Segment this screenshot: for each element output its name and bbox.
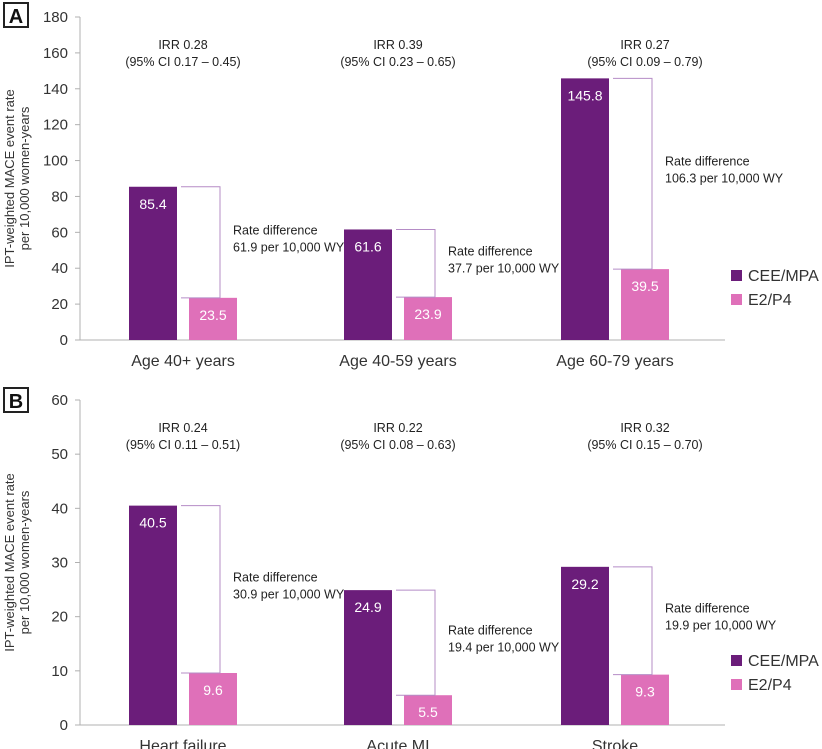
irr-ci-label: (95% CI 0.23 – 0.65) bbox=[340, 55, 455, 69]
rate-difference-label: Rate difference bbox=[448, 244, 533, 258]
data-label-e2-p4: 23.9 bbox=[414, 306, 441, 322]
data-label-cee-mpa: 24.9 bbox=[354, 599, 381, 615]
y-tick-label: 40 bbox=[51, 500, 68, 517]
x-category-label: Acute MI bbox=[366, 738, 429, 749]
bar-e2-p4 bbox=[404, 695, 452, 725]
y-tick-label: 60 bbox=[51, 392, 68, 409]
rate-difference-value: 61.9 per 10,000 WY bbox=[233, 240, 345, 254]
bar-cee-mpa bbox=[561, 566, 609, 725]
legend-swatch-cee-mpa bbox=[731, 270, 742, 281]
y-tick-label: 30 bbox=[51, 555, 68, 572]
legend-swatch-e2-p4 bbox=[731, 679, 742, 690]
y-axis-label: per 10,000 women-years bbox=[17, 106, 32, 250]
y-tick-label: 40 bbox=[51, 260, 68, 277]
bar-e2-p4 bbox=[621, 674, 669, 725]
chart-panel-a: A IPT-weighted MACE event rate per 10,000 … bbox=[2, 2, 819, 370]
rate-difference-bracket bbox=[396, 228, 436, 298]
bar-cee-mpa bbox=[344, 229, 392, 340]
rate-difference-bracket bbox=[613, 566, 653, 676]
bar-e2-p4 bbox=[404, 297, 452, 340]
x-category-label: Age 60-79 years bbox=[556, 353, 673, 370]
rate-difference-bracket bbox=[613, 77, 653, 270]
y-tick-label: 10 bbox=[51, 663, 68, 680]
rate-difference-label: Rate difference bbox=[448, 624, 533, 638]
y-tick-label: 0 bbox=[60, 332, 68, 349]
rate-difference-label: Rate difference bbox=[233, 570, 318, 584]
x-category-label: Heart failure bbox=[139, 738, 226, 749]
irr-label: IRR 0.28 bbox=[158, 38, 207, 52]
rate-difference-label: Rate difference bbox=[665, 155, 750, 169]
y-tick-label: 0 bbox=[60, 717, 68, 734]
data-label-cee-mpa: 145.8 bbox=[567, 87, 602, 103]
bar-e2-p4 bbox=[189, 297, 237, 340]
y-tick-label: 20 bbox=[51, 609, 68, 626]
y-axis-label: IPT-weighted MACE event rate bbox=[2, 473, 17, 651]
panel-label-box bbox=[3, 2, 29, 28]
y-tick-label: 60 bbox=[51, 224, 68, 241]
rate-difference-label: Rate difference bbox=[233, 223, 318, 237]
x-category-label: Age 40-59 years bbox=[339, 353, 456, 370]
x-category-label: Age 40+ years bbox=[131, 353, 235, 370]
data-label-e2-p4: 23.5 bbox=[199, 307, 226, 323]
panel-label-box bbox=[3, 387, 29, 413]
irr-label: IRR 0.39 bbox=[373, 38, 422, 52]
rate-difference-bracket bbox=[181, 505, 221, 674]
data-label-cee-mpa: 40.5 bbox=[139, 515, 166, 531]
data-label-cee-mpa: 85.4 bbox=[139, 196, 166, 212]
y-tick-label: 20 bbox=[51, 296, 68, 313]
legend-swatch-cee-mpa bbox=[731, 655, 742, 666]
legend-label-e2-p4: E2/P4 bbox=[748, 292, 792, 309]
y-tick-label: 50 bbox=[51, 446, 68, 463]
y-axis-label: per 10,000 women-years bbox=[17, 490, 32, 634]
bar-cee-mpa bbox=[129, 186, 177, 340]
rate-difference-bracket bbox=[181, 186, 221, 299]
irr-label: IRR 0.32 bbox=[620, 421, 669, 435]
bar-cee-mpa bbox=[344, 590, 392, 725]
bar-e2-p4 bbox=[189, 673, 237, 725]
data-label-cee-mpa: 29.2 bbox=[571, 576, 598, 592]
panel-label: A bbox=[9, 6, 23, 28]
irr-ci-label: (95% CI 0.08 – 0.63) bbox=[340, 438, 455, 452]
legend-label-e2-p4: E2/P4 bbox=[748, 677, 792, 694]
panel-label: B bbox=[9, 391, 23, 413]
bar-cee-mpa bbox=[561, 78, 609, 341]
y-tick-label: 160 bbox=[43, 45, 68, 62]
y-tick-label: 100 bbox=[43, 153, 68, 170]
legend-label-cee-mpa: CEE/MPA bbox=[748, 653, 819, 670]
rate-difference-label: Rate difference bbox=[665, 602, 750, 616]
y-tick-label: 80 bbox=[51, 188, 68, 205]
irr-label: IRR 0.27 bbox=[620, 38, 669, 52]
y-tick-label: 180 bbox=[43, 9, 68, 26]
data-label-e2-p4: 5.5 bbox=[418, 704, 438, 720]
rate-difference-value: 106.3 per 10,000 WY bbox=[665, 172, 784, 186]
rate-difference-value: 37.7 per 10,000 WY bbox=[448, 261, 560, 275]
y-axis-label: IPT-weighted MACE event rate bbox=[2, 89, 17, 267]
rate-difference-value: 19.9 per 10,000 WY bbox=[665, 619, 777, 633]
y-tick-label: 140 bbox=[43, 81, 68, 98]
legend-swatch-e2-p4 bbox=[731, 294, 742, 305]
data-label-e2-p4: 9.6 bbox=[203, 682, 223, 698]
bar-e2-p4 bbox=[621, 269, 669, 340]
bar-cee-mpa bbox=[129, 505, 177, 725]
rate-difference-value: 30.9 per 10,000 WY bbox=[233, 587, 345, 601]
irr-ci-label: (95% CI 0.17 – 0.45) bbox=[125, 55, 240, 69]
chart-panel-b: B IPT-weighted MACE event rate per 10,000 … bbox=[2, 387, 819, 749]
legend-label-cee-mpa: CEE/MPA bbox=[748, 268, 819, 285]
irr-label: IRR 0.22 bbox=[373, 421, 422, 435]
data-label-e2-p4: 9.3 bbox=[635, 684, 655, 700]
irr-label: IRR 0.24 bbox=[158, 421, 207, 435]
rate-difference-value: 19.4 per 10,000 WY bbox=[448, 641, 560, 655]
irr-ci-label: (95% CI 0.15 – 0.70) bbox=[587, 438, 702, 452]
y-tick-label: 120 bbox=[43, 117, 68, 134]
x-category-label: Stroke bbox=[592, 738, 638, 749]
irr-ci-label: (95% CI 0.09 – 0.79) bbox=[587, 55, 702, 69]
irr-ci-label: (95% CI 0.11 – 0.51) bbox=[126, 438, 240, 452]
data-label-cee-mpa: 61.6 bbox=[354, 238, 381, 254]
rate-difference-bracket bbox=[396, 589, 436, 696]
data-label-e2-p4: 39.5 bbox=[631, 278, 658, 294]
